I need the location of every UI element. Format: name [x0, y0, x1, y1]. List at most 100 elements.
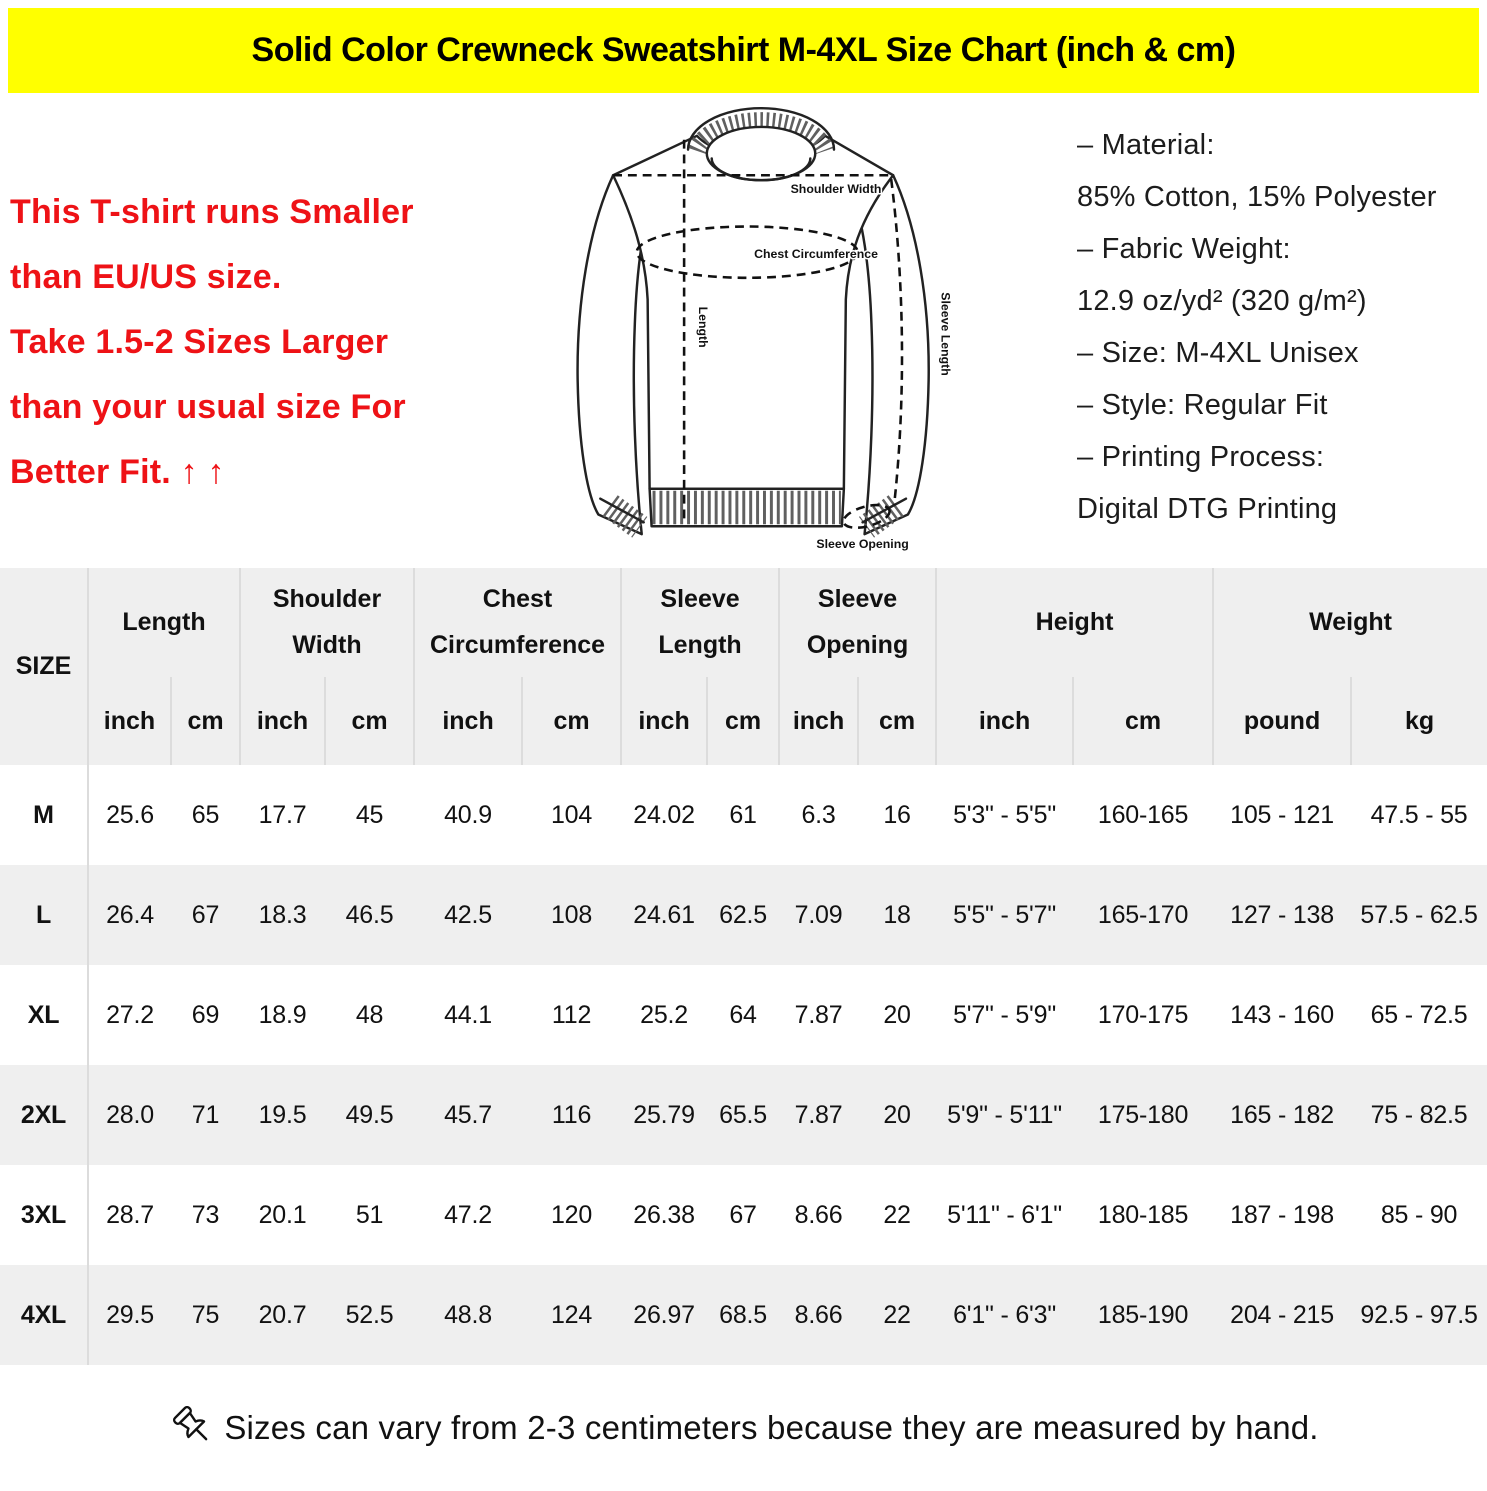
- value-cell: 65: [191, 800, 220, 829]
- value-cell: 120: [550, 1200, 593, 1229]
- table-row: 4XL 29.5 75 20.7 52.5 48.8 124 26.97 68.5 8.66 22 6…: [0, 1265, 1487, 1365]
- value-cell: 5'11" - 6'1": [947, 1200, 1062, 1229]
- value-cell: 27.2: [106, 1000, 154, 1029]
- size-column-header: SIZE: [0, 568, 89, 765]
- value-cell: 143 - 160: [1230, 1000, 1334, 1029]
- value-cell: 67: [171, 865, 241, 965]
- sleeve-length-label: Sleeve Length: [938, 292, 952, 375]
- table-row: XL 27.2 69 18.9 48 44.1 112 25.2 64 7.87 20 5'7" - …: [0, 965, 1487, 1065]
- value-cell: 160-165: [1097, 800, 1189, 829]
- value-cell: 75: [171, 1265, 241, 1365]
- value-cell: 28.0: [88, 1065, 171, 1165]
- value-cell: 185-190: [1073, 1265, 1214, 1365]
- value-cell: 40.9: [444, 800, 492, 829]
- value-cell: 47.2: [444, 1200, 492, 1229]
- unit-header: cm: [169, 677, 241, 765]
- spec-line: – Size: M-4XL Unisex: [1077, 337, 1359, 369]
- value-cell: 28.7: [106, 1200, 154, 1229]
- value-cell: 45: [355, 800, 384, 829]
- value-cell: 17.7: [258, 800, 307, 829]
- value-cell: 8.66: [779, 1265, 859, 1365]
- value-cell: 16: [883, 800, 911, 829]
- header-height: Height: [935, 568, 1214, 677]
- value-cell: 45.7: [414, 1065, 523, 1165]
- size-chart-table: SIZE Length Shoulder Width Chest Circumf…: [0, 568, 1487, 1365]
- value-cell: 105 - 121: [1230, 800, 1334, 829]
- value-cell: 51: [355, 1200, 384, 1229]
- sweatshirt-illustration: Shoulder Width Chest Circumference Lengt…: [576, 107, 954, 552]
- table-row: M 25.6 65 17.7 45 40.9 104 24.02 61 6.3 16 5'3" - 5…: [0, 765, 1487, 865]
- unit-header: pound: [1212, 677, 1352, 765]
- spec-line: – Fabric Weight:: [1077, 233, 1291, 265]
- unit-header: inch: [239, 677, 326, 765]
- unit-header: inch: [935, 677, 1074, 765]
- notice-line: Better Fit. ↑ ↑: [10, 453, 225, 491]
- unit-header-row: inch cm inch cm inch cm inch cm inch cm inch cm poun…: [0, 677, 1487, 765]
- chest-circumference-line: [635, 225, 859, 280]
- pushpin-icon: [173, 1406, 208, 1441]
- value-cell: 25.2: [640, 1000, 688, 1029]
- table-row: 3XL 28.7 73 20.1 51 47.2 120 26.38 67 8.66 22 5'11"…: [0, 1165, 1487, 1265]
- size-cell: 4XL: [0, 1265, 89, 1365]
- notice-line: Take 1.5-2 Sizes Larger: [10, 323, 389, 361]
- sleeve-opening-line: [842, 503, 891, 530]
- page-title: Solid Color Crewneck Sweatshirt M-4XL Si…: [251, 31, 1236, 69]
- value-cell: 75 - 82.5: [1351, 1065, 1487, 1165]
- value-cell: 18: [858, 865, 937, 965]
- value-cell: 5'9" - 5'11": [936, 1065, 1074, 1165]
- value-cell: 61: [729, 800, 757, 829]
- value-cell: 65.5: [707, 1065, 780, 1165]
- unit-header: cm: [706, 677, 780, 765]
- value-cell: 170-175: [1097, 1000, 1189, 1029]
- value-cell: 165-170: [1073, 865, 1214, 965]
- unit-header: kg: [1350, 677, 1487, 765]
- unit-header: inch: [778, 677, 859, 765]
- value-cell: 26.97: [621, 1265, 708, 1365]
- shoulder-width-label: Shoulder Width: [791, 182, 882, 196]
- value-cell: 44.1: [444, 1000, 492, 1029]
- value-cell: 67: [729, 1200, 757, 1229]
- size-notice: This T-shirt runs Smaller than EU/US siz…: [0, 93, 535, 568]
- value-cell: 6.3: [801, 800, 836, 829]
- value-cell: 18.3: [240, 865, 326, 965]
- unit-header: cm: [1072, 677, 1214, 765]
- spec-line: 12.9 oz/yd² (320 g/m²): [1077, 285, 1367, 317]
- header-shoulder-width: Shoulder Width: [239, 568, 415, 677]
- value-cell: 68.5: [707, 1265, 780, 1365]
- spec-line: – Style: Regular Fit: [1077, 389, 1328, 421]
- value-cell: 65 - 72.5: [1370, 1000, 1468, 1029]
- value-cell: 24.02: [633, 800, 695, 829]
- value-cell: 24.61: [621, 865, 708, 965]
- value-cell: 7.87: [779, 1065, 859, 1165]
- value-cell: 116: [522, 1065, 622, 1165]
- size-cell: 2XL: [0, 1065, 89, 1165]
- value-cell: 85 - 90: [1380, 1200, 1458, 1229]
- value-cell: 165 - 182: [1213, 1065, 1352, 1165]
- table-row: 2XL 28.0 71 19.5 49.5 45.7 116 25.79 65.5 7.87 20 5…: [0, 1065, 1487, 1165]
- unit-header: inch: [413, 677, 523, 765]
- value-cell: 22: [883, 1200, 911, 1229]
- note-text: Sizes can vary from 2-3 centimeters beca…: [224, 1409, 1319, 1446]
- value-cell: 57.5 - 62.5: [1351, 865, 1487, 965]
- size-table-body: M 25.6 65 17.7 45 40.9 104 24.02 61 6.3 16 5'3" - 5…: [0, 765, 1487, 1365]
- spec-line: Digital DTG Printing: [1077, 493, 1338, 525]
- value-cell: 19.5: [240, 1065, 326, 1165]
- value-cell: 175-180: [1073, 1065, 1214, 1165]
- value-cell: 29.5: [88, 1265, 171, 1365]
- chest-circumference-label: Chest Circumference: [754, 247, 878, 261]
- size-cell: XL: [0, 965, 89, 1065]
- length-label: Length: [696, 307, 710, 348]
- value-cell: 5'3" - 5'5": [953, 800, 1057, 829]
- title-banner: Solid Color Crewneck Sweatshirt M-4XL Si…: [8, 8, 1479, 93]
- notice-line: This T-shirt runs Smaller: [10, 193, 414, 231]
- unit-header: cm: [521, 677, 622, 765]
- unit-header: cm: [857, 677, 937, 765]
- table-row: L 26.4 67 18.3 46.5 42.5 108 24.61 62.5 7.09 18 5'5…: [0, 865, 1487, 965]
- sweatshirt-diagram: Shoulder Width Chest Circumference Lengt…: [535, 93, 975, 568]
- value-cell: 25.6: [106, 800, 154, 829]
- spec-line: – Printing Process:: [1077, 441, 1325, 473]
- header-sleeve-length: Sleeve Length: [620, 568, 780, 677]
- header-sleeve-opening: Sleeve Opening: [778, 568, 937, 677]
- group-header-row: SIZE Length Shoulder Width Chest Circumf…: [0, 568, 1487, 765]
- value-cell: 7.09: [779, 865, 859, 965]
